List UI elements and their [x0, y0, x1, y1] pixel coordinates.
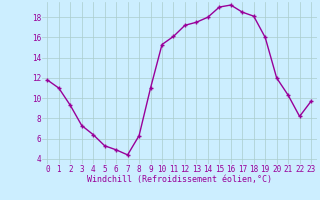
- X-axis label: Windchill (Refroidissement éolien,°C): Windchill (Refroidissement éolien,°C): [87, 175, 272, 184]
